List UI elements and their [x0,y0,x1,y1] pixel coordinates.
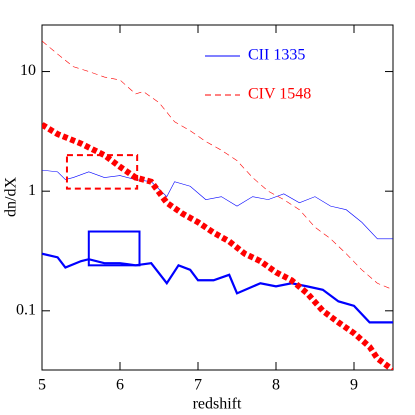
box [87,230,141,267]
x-tick-label: 8 [272,377,280,394]
y-tick-label: 10 [20,62,36,79]
series-line [42,40,393,291]
legend-label: CII 1335 [248,47,305,64]
legend-label: CIV 1548 [248,86,311,103]
series-line [42,169,393,240]
y-tick-label: 1 [28,182,36,199]
x-tick-label: 6 [116,377,124,394]
y-axis-label: dn/dX [3,177,20,217]
box [65,154,139,190]
series-line [42,252,393,324]
x-tick-label: 9 [350,377,358,394]
y-tick-label: 0.1 [16,301,36,318]
x-tick-label: 7 [194,377,202,394]
x-tick-label: 5 [38,377,46,394]
plot-frame [41,24,394,371]
series-line [42,122,393,370]
x-axis-label: redshift [193,396,242,413]
